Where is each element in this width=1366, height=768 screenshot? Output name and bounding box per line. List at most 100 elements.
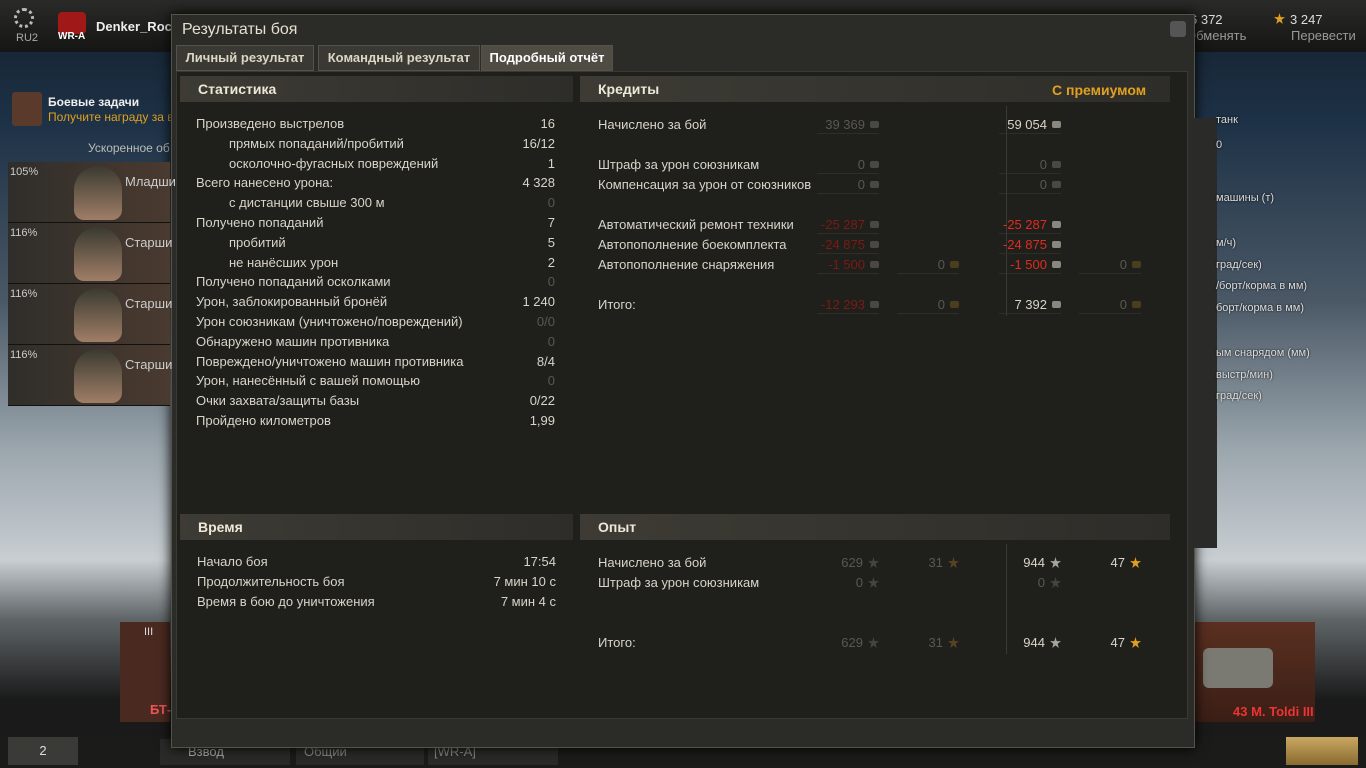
crew-member[interactable]: 116% Старши [8,345,173,406]
stat-value: 16/12 [522,135,555,151]
stat-value: 7 [547,215,555,230]
xp-icon [1050,577,1061,588]
stat-value: 4 328 [522,175,555,191]
xp-value: 0 [855,575,863,590]
credit-value: 0 [937,257,945,272]
xp-value: 47 [1110,555,1125,570]
xp-label: Итого: [598,635,636,650]
credit-label: Начислено за бой [598,117,707,132]
xp-value: 47 [1110,635,1125,650]
spec-line: /борт/корма в мм) [1216,280,1308,292]
friends[interactable]: 2 [8,737,78,765]
credit-value: 59 054 [1007,117,1047,132]
stat-label: Урон, заблокированный бронёй [196,294,388,310]
credit-icon [1052,301,1061,308]
underline [999,193,1061,194]
xp-value: 944 [1023,555,1045,570]
stat-label: Пройдено километров [196,413,331,428]
underline [897,273,959,274]
tank-card-right[interactable]: 43 M. Toldi III [1193,622,1315,722]
crew-member[interactable]: 116% Старши [8,284,173,345]
underline [999,273,1061,274]
crew-percent: 116% [10,349,38,361]
tab[interactable]: Командный результат [318,45,480,71]
gold-icon [1132,301,1141,308]
xp-label: Начислено за бой [598,555,707,570]
section-header: Статистика [180,76,573,102]
credit-icon [870,301,879,308]
time-label: Время в бою до уничтожения [197,594,375,609]
stat-value: 0 [547,333,555,349]
stat-value: 0/0 [536,314,555,329]
underline [999,173,1061,174]
stat-label: Урон союзникам (уничтожено/повреждений) [196,314,463,329]
crew-member[interactable]: 116% Старши [8,223,173,284]
underline [999,253,1061,254]
player-name[interactable]: Denker_Roc [96,19,172,34]
credit-value: -12 293 [820,297,865,312]
missions-icon[interactable] [12,92,42,126]
xp-value: 944 [1023,635,1045,650]
xp-value: 0 [1037,575,1045,590]
credit-label: Компенсация за урон от союзников [598,177,812,192]
credit-icon [1052,121,1061,128]
spec-line: выстр/мин) [1216,369,1273,381]
credit-icon [870,121,879,128]
xp-icon [1274,13,1285,24]
gold-icon [950,261,959,268]
credit-label: Автопополнение боекомплекта [598,237,787,252]
spec-line: 0 [1216,139,1223,151]
tank-image [1203,648,1273,688]
underline [817,233,879,234]
crew-rank: Старши [125,235,173,250]
stat-label: Обнаружено машин противника [196,333,390,349]
tank-tier: III [144,626,154,638]
credit-label: Итого: [598,297,636,312]
tank-card-left[interactable]: III БТ- [120,622,172,722]
stat-label: Получено попаданий [196,215,324,230]
time-value: 7 мин 4 с [500,594,556,609]
time-value: 17:54 [523,554,556,569]
crew-rank: Старши [125,296,173,311]
tank-name: БТ- [150,702,172,717]
battle-button[interactable] [1286,737,1358,765]
underline [817,133,879,134]
tab[interactable]: Подробный отчёт [481,45,613,71]
stat-value: 0 [547,274,555,290]
credit-value: 0 [857,157,865,172]
xp-icon [1130,557,1141,568]
stat-label: Получено попаданий осколками [196,274,391,290]
underline [817,253,879,254]
stat-label: прямых попаданий/пробитий [229,135,404,151]
credit-label: Автопополнение снаряжения [598,257,775,272]
settings-icon[interactable] [14,8,34,28]
credit-value: 39 369 [825,117,865,132]
missions-title[interactable]: Боевые задачи [48,95,140,109]
xp-icon [948,557,959,568]
spec-line: машины (т) [1216,192,1275,204]
transfer[interactable]: Перевести [1291,28,1356,43]
credit-icon [870,261,879,268]
stat-value: 2 [547,254,555,270]
crew-rank: Младши [125,174,176,189]
credit-value: 0 [1039,157,1047,172]
panel-bg [1193,118,1217,548]
xp-value: 629 [841,635,863,650]
free-xp: 3 247 [1290,12,1323,27]
exchange[interactable]: Обменять [1186,28,1247,43]
crew-face [74,288,122,342]
credit-icon [1052,261,1061,268]
spec-line: м/ч) [1216,237,1237,249]
credit-value: -24 875 [1002,237,1047,252]
tab[interactable]: Личный результат [176,45,314,71]
close-button[interactable] [1170,21,1186,37]
stat-label: Произведено выстрелов [196,116,345,131]
section-header: Время [180,514,573,540]
crew-rank: Старши [125,357,173,372]
crew-member[interactable]: 105% Младши [8,162,176,223]
missions-subtitle: Получите награду за в [48,110,174,124]
xp-icon [1130,637,1141,648]
credit-icon [1052,241,1061,248]
stat-label: Всего нанесено урона: [196,175,334,191]
xp-icon [948,637,959,648]
